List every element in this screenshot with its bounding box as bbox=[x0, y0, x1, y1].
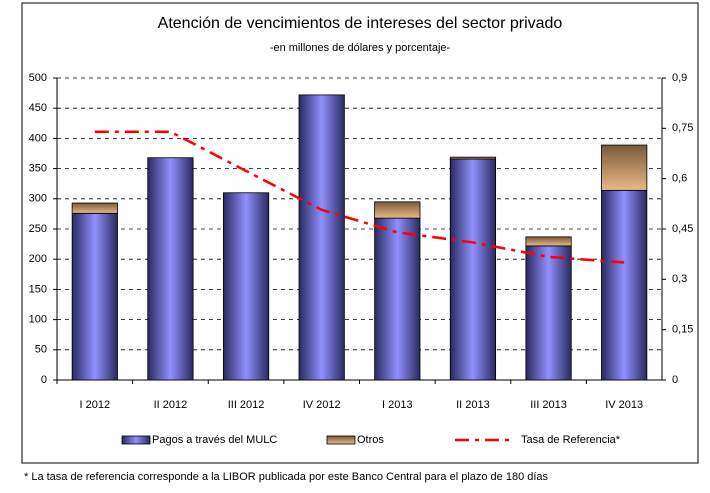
bar bbox=[449, 156, 497, 160]
y2-tick-label: 0,15 bbox=[672, 324, 693, 336]
y-tick-label: 400 bbox=[29, 132, 47, 144]
y-tick-label: 300 bbox=[29, 193, 47, 205]
frame bbox=[21, 2, 699, 464]
y-tick-label: 200 bbox=[29, 253, 47, 265]
bar bbox=[601, 144, 648, 191]
x-tick-label: IV 2012 bbox=[303, 399, 341, 411]
bar bbox=[222, 192, 270, 381]
y-tick-label: 150 bbox=[29, 283, 47, 295]
legend-label: Pagos a través del MULC bbox=[152, 434, 277, 446]
bar bbox=[298, 94, 345, 381]
y-tick-label: 450 bbox=[29, 102, 47, 114]
y2-tick-label: 0,3 bbox=[672, 273, 687, 285]
bar bbox=[374, 201, 421, 219]
y-tick-label: 100 bbox=[29, 314, 47, 326]
bar bbox=[601, 189, 648, 381]
y-tick-label: 0 bbox=[41, 374, 47, 386]
x-tick-label: III 2013 bbox=[530, 399, 567, 411]
legend-swatch bbox=[121, 435, 151, 445]
y2-tick-label: 0,6 bbox=[672, 173, 687, 185]
y2-tick-label: 0 bbox=[672, 374, 678, 386]
chart-subtitle: -en millones de dólares y porcentaje- bbox=[270, 42, 451, 54]
legend-label: Tasa de Referencia* bbox=[521, 434, 621, 446]
legend-swatch bbox=[326, 435, 356, 445]
bar bbox=[147, 157, 194, 381]
x-tick-label: I 2013 bbox=[382, 399, 413, 411]
bar bbox=[71, 202, 118, 214]
y-tick-label: 250 bbox=[29, 223, 47, 235]
bar bbox=[374, 217, 421, 381]
x-tick-label: II 2013 bbox=[456, 399, 490, 411]
y2-tick-label: 0,9 bbox=[672, 72, 687, 84]
x-tick-label: I 2012 bbox=[80, 399, 111, 411]
x-tick-label: III 2012 bbox=[228, 399, 265, 411]
x-tick-label: IV 2013 bbox=[605, 399, 643, 411]
bar bbox=[525, 236, 572, 247]
y2-tick-label: 0,45 bbox=[672, 223, 693, 235]
bar bbox=[449, 158, 497, 381]
bar bbox=[525, 245, 572, 381]
x-tick-label: II 2012 bbox=[154, 399, 188, 411]
legend-label: Otros bbox=[357, 434, 384, 446]
y2-tick-label: 0,75 bbox=[672, 122, 693, 134]
y-tick-label: 50 bbox=[35, 344, 47, 356]
bar bbox=[71, 212, 118, 381]
footnote: * La tasa de referencia corresponde a la… bbox=[24, 471, 549, 483]
y-tick-label: 500 bbox=[29, 72, 47, 84]
y-tick-label: 350 bbox=[29, 163, 47, 175]
chart-title: Atención de vencimientos de intereses de… bbox=[158, 15, 563, 32]
